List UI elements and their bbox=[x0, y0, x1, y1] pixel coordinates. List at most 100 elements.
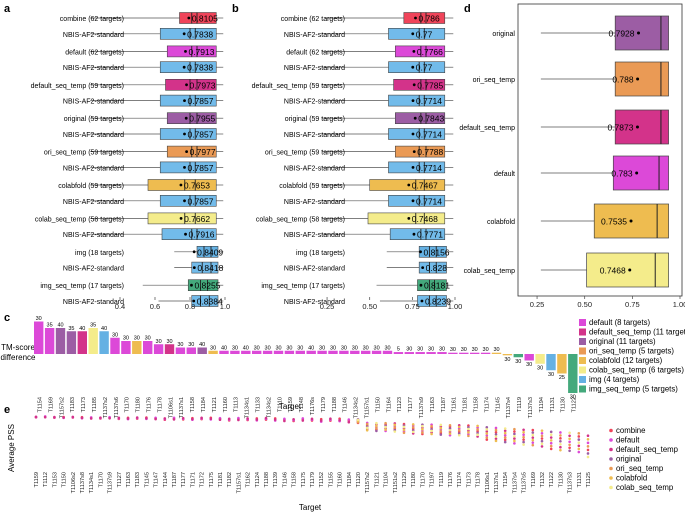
panel-c-bar-label: 30 bbox=[493, 347, 499, 353]
panel-c-tick-label: T1177 bbox=[408, 397, 414, 412]
panel-d-mean-label: 0.783 bbox=[611, 169, 633, 179]
panel-b-box bbox=[388, 94, 446, 107]
panel-b-mean-label: 0.7714 bbox=[416, 196, 442, 206]
panel-c-bar-label: 30 bbox=[297, 345, 303, 351]
panel-e-tick-label: T1182 bbox=[227, 472, 233, 487]
panel-c-tick-label: T1160 bbox=[223, 397, 229, 412]
panel-d-mean-label: 0.7873 bbox=[607, 123, 633, 133]
panel-e-point bbox=[181, 416, 185, 420]
panel-e-point bbox=[347, 418, 351, 421]
panel-d-group-label: colabfold bbox=[487, 219, 515, 226]
panel-e-tick-label: T1132 bbox=[540, 472, 546, 487]
panel-c-bar-label: 30 bbox=[363, 345, 369, 351]
panel-c-bar bbox=[513, 354, 523, 358]
panel-c-legend-swatch bbox=[579, 376, 586, 383]
panel-e-legend-label: original bbox=[616, 455, 641, 464]
panel-e-point bbox=[421, 424, 424, 428]
panel-a-mean-label: 0.8255 bbox=[194, 281, 220, 291]
panel-c-tick-label: T1170 bbox=[125, 397, 131, 412]
panel-e-tick-label: T1180 bbox=[411, 472, 417, 487]
panel-e-point bbox=[402, 425, 406, 429]
panel-e-point bbox=[237, 416, 240, 420]
panel-c-bar bbox=[66, 331, 77, 354]
panel-e-point bbox=[191, 417, 194, 421]
panel-e-point bbox=[503, 429, 507, 433]
panel-c-bar bbox=[219, 350, 229, 354]
panel-c-bar bbox=[55, 328, 66, 354]
panel-c-bar-label: 30 bbox=[134, 336, 140, 342]
panel-e-point bbox=[218, 418, 222, 422]
panel-a-box bbox=[179, 12, 217, 24]
panel-c-tick-label: T1123 bbox=[397, 397, 403, 412]
panel-b-mean-dot bbox=[412, 232, 416, 236]
panel-b-box bbox=[394, 112, 446, 124]
panel-e-point bbox=[135, 416, 139, 419]
panel-a-box bbox=[191, 295, 219, 307]
panel-c-tick-label: T1154 bbox=[37, 397, 43, 412]
panel-e-point bbox=[577, 435, 581, 438]
panel-c-tick-label: T1173 bbox=[81, 397, 87, 412]
panel-e-point bbox=[586, 455, 590, 459]
panel-c-bar-label: 30 bbox=[417, 347, 423, 353]
panel-b-mean-dot bbox=[411, 99, 415, 102]
panel-e-point bbox=[549, 444, 553, 448]
panel-b-mean-dot bbox=[413, 116, 417, 120]
panel-c-legend-swatch bbox=[579, 366, 586, 374]
panel-d-tick-label: 0.75 bbox=[625, 300, 640, 309]
panel-b-mean-label: 0.7843 bbox=[418, 114, 444, 124]
panel-b-group-label: NBIS-AF2-standard bbox=[284, 99, 345, 106]
panel-a-mean-dot bbox=[179, 183, 183, 187]
panel-e-point bbox=[375, 427, 378, 430]
panel-a-box bbox=[161, 228, 217, 240]
panel-e-tick-label: T1127 bbox=[117, 472, 123, 487]
panel-e-tick-label: T1155 bbox=[328, 472, 334, 487]
panel-e-legend-marker bbox=[609, 485, 613, 490]
panel-e-point bbox=[448, 432, 452, 435]
panel-e-point bbox=[494, 426, 498, 430]
panel-c-tick-label: T1134s2 bbox=[266, 397, 272, 418]
panel-c-bar bbox=[328, 350, 338, 354]
panel-b-mean-label: 0.7785 bbox=[417, 80, 443, 90]
panel-e-point bbox=[393, 423, 397, 427]
panel-e-point bbox=[283, 419, 286, 423]
panel-label-e: e bbox=[4, 404, 10, 416]
panel-d-group-label: original bbox=[492, 31, 515, 38]
panel-b-mean-label: 0.7771 bbox=[417, 230, 443, 240]
panel-c-bar bbox=[44, 328, 55, 354]
panel-c-bar bbox=[426, 352, 436, 354]
panel-e-tick-label: T1137s9 bbox=[108, 472, 114, 493]
panel-a-box bbox=[159, 94, 217, 107]
panel-e-point bbox=[577, 444, 581, 448]
panel-b-box bbox=[418, 261, 447, 274]
panel-d-tick-label: 0.50 bbox=[577, 300, 592, 309]
panel-e-legend-label: combine bbox=[616, 426, 645, 435]
panel-a-mean-label: 0.8418 bbox=[197, 263, 223, 273]
panel-e-point bbox=[430, 429, 433, 433]
panel-e-legend-label: colabfold bbox=[616, 474, 647, 483]
panel-a-box bbox=[159, 195, 217, 207]
panel-e-point bbox=[485, 426, 489, 429]
panel-c-bar bbox=[306, 350, 316, 354]
panel-e-ylabel: Average PSS bbox=[7, 424, 16, 472]
panel-a-group-label: NBIS-AF2-standard bbox=[63, 299, 124, 306]
panel-b-box bbox=[388, 128, 446, 140]
panel-e-tick-label: T1179 bbox=[310, 472, 316, 487]
panel-d-mean-label: 0.7928 bbox=[609, 29, 635, 39]
panel-c-bar bbox=[568, 354, 578, 393]
panel-c-bar bbox=[480, 352, 491, 354]
panel-e-point bbox=[384, 425, 387, 429]
panel-e-point bbox=[559, 448, 562, 452]
panel-e-point bbox=[301, 417, 305, 420]
panel-e-point bbox=[283, 417, 286, 421]
panel-b-tick-label: 0.25 bbox=[320, 302, 335, 311]
panel-e-point bbox=[540, 442, 544, 446]
panel-e-tick-label: T1130 bbox=[558, 472, 564, 487]
panel-e-point bbox=[577, 450, 581, 454]
panel-e-tick-label: T1153 bbox=[52, 472, 58, 487]
panel-b-group-label: original (59 targets) bbox=[285, 116, 345, 123]
panel-c-bar-label: 40 bbox=[199, 342, 205, 348]
panel-c-bar bbox=[502, 354, 513, 356]
panel-e-point bbox=[402, 431, 406, 435]
panel-c-bar bbox=[535, 354, 545, 364]
